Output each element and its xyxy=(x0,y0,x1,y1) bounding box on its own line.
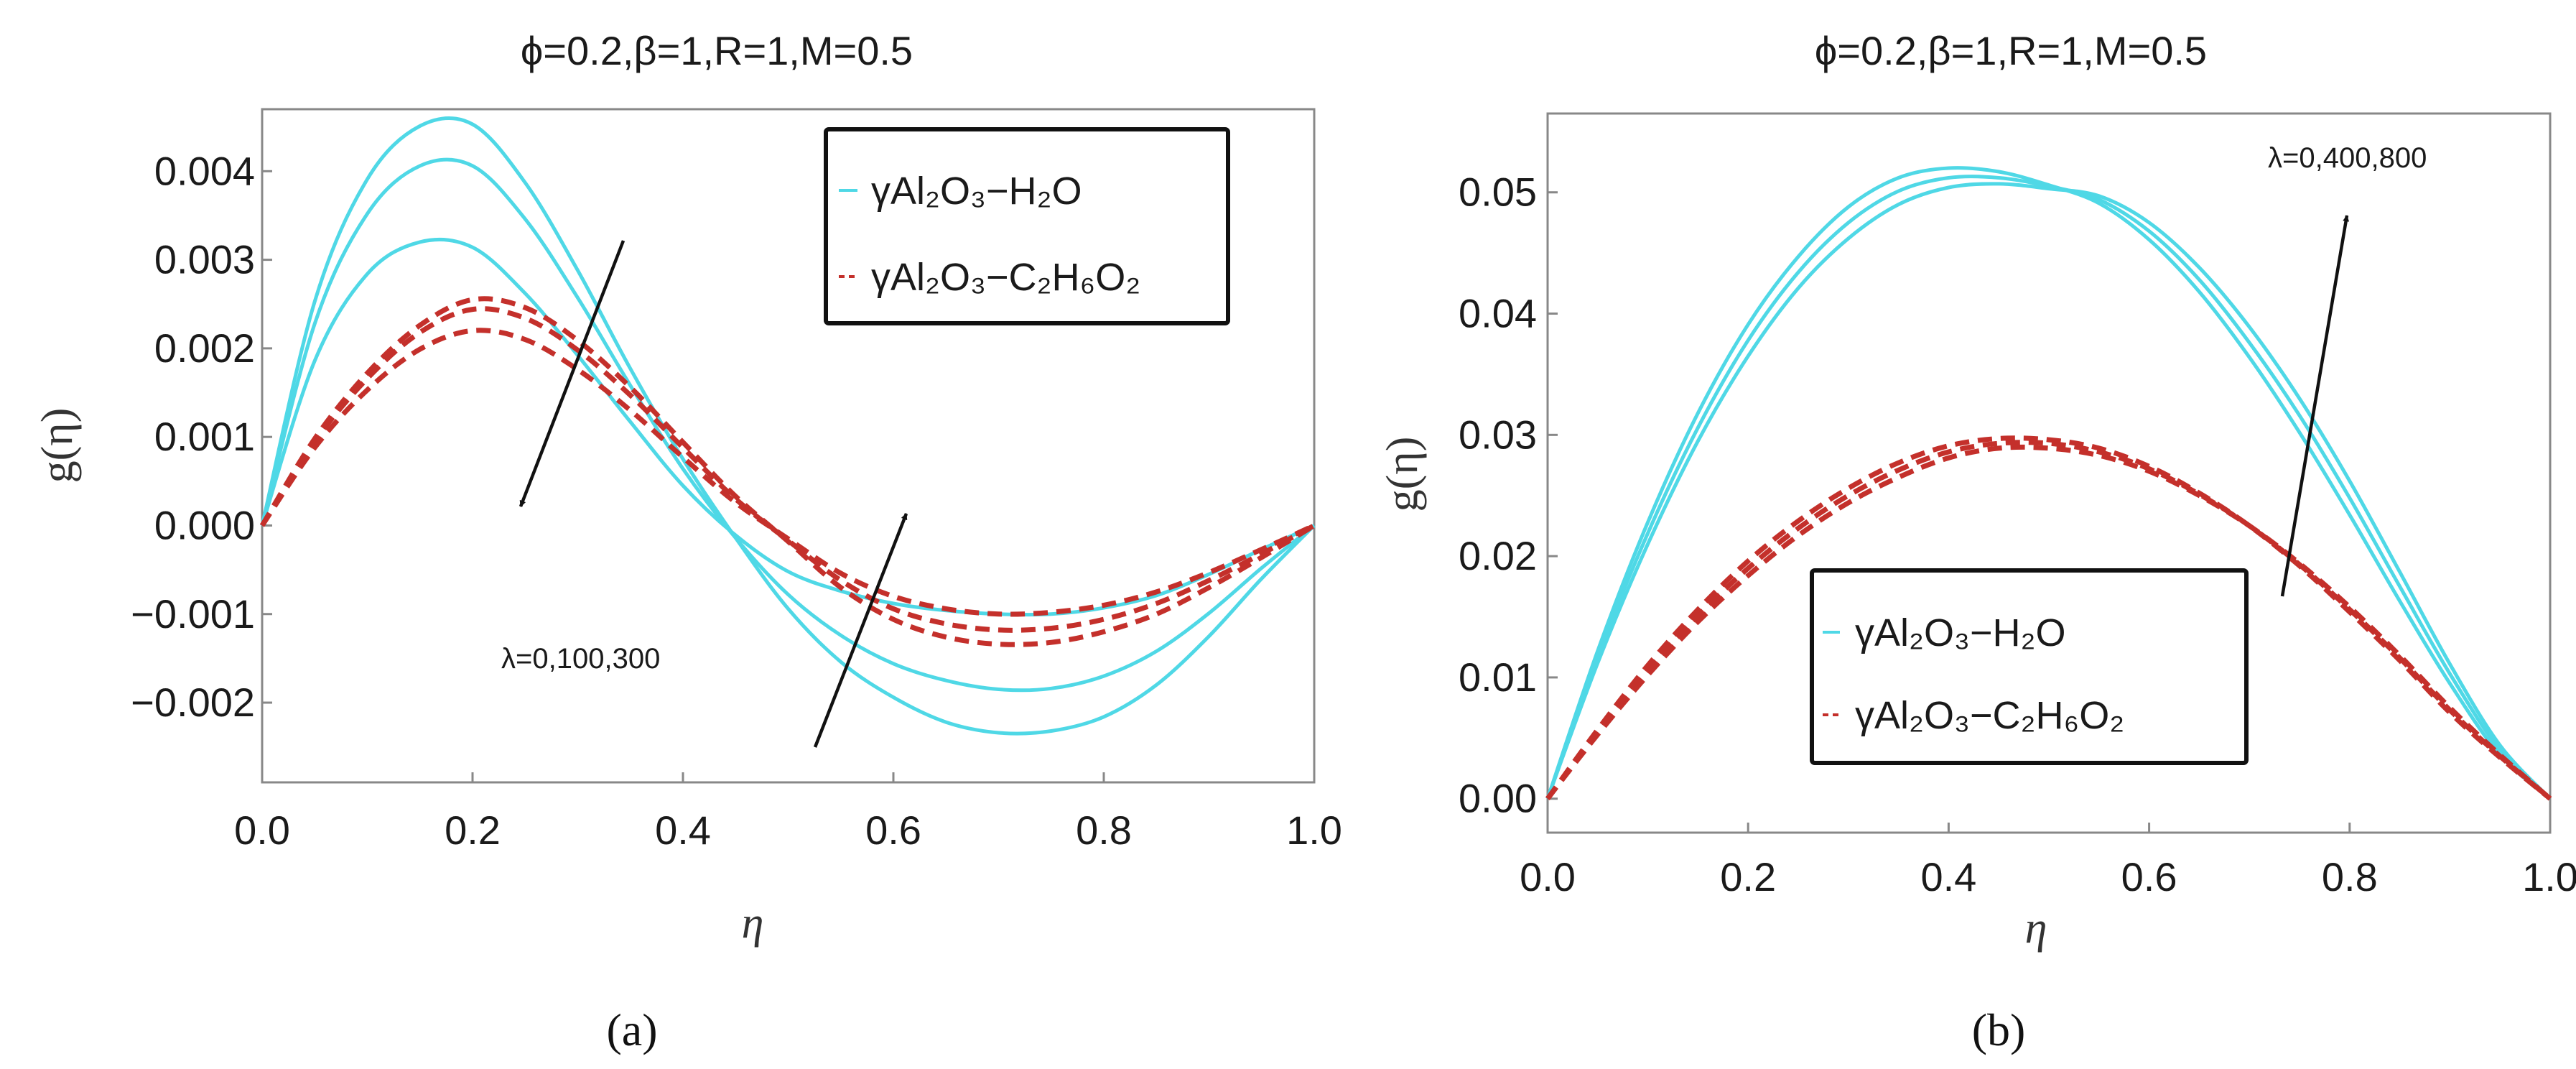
plot-frame xyxy=(261,108,1316,784)
y-tick-label: 0.03 xyxy=(1459,412,1537,457)
series-line xyxy=(1545,435,2552,801)
y-tick-label: 0.04 xyxy=(1459,291,1537,336)
legend-box xyxy=(824,127,1230,325)
trend-arrow-down xyxy=(519,240,626,507)
x-tick-label: 0.6 xyxy=(2121,854,2177,899)
series-line xyxy=(1545,166,2552,800)
lambda-annotation: λ=0,400,800 xyxy=(2268,142,2427,174)
y-tick-label: 0.000 xyxy=(154,502,255,547)
legend-label-h2o: γAl₂O₃−H₂O xyxy=(871,170,1082,213)
y-tick-label: 0.02 xyxy=(1459,533,1537,578)
x-tick-label: 0.4 xyxy=(655,807,711,853)
y-tick-label: 0.002 xyxy=(154,325,255,371)
trend-arrow-up xyxy=(813,513,908,748)
series-group xyxy=(1545,166,2552,801)
series-line xyxy=(260,328,1316,617)
x-axis: 0.0 0.2 0.4 0.6 0.8 1.0 xyxy=(234,772,1342,853)
y-tick-label: −0.002 xyxy=(131,680,255,725)
x-tick-label: 0.0 xyxy=(234,807,290,853)
x-tick-label: 0.0 xyxy=(1520,854,1576,899)
panel-a: ϕ=0.2,β=1,R=1,M=0.5 −0.002 −0.001 0.000 0.0… xyxy=(33,28,1342,1055)
x-tick-label: 0.8 xyxy=(1076,807,1132,853)
x-axis-label: η xyxy=(742,899,764,948)
y-axis: −0.002 −0.001 0.000 0.001 0.002 0.003 0.004 xyxy=(131,148,272,725)
series-line xyxy=(1545,182,2552,800)
legend: γAl₂O₃−H₂O γAl₂O₃−C₂H₆O₂ xyxy=(824,127,1230,325)
x-tick-label: 1.0 xyxy=(2522,854,2576,899)
series-line xyxy=(260,237,1316,617)
x-tick-label: 0.2 xyxy=(1720,854,1776,899)
legend-label-c2h6o2: γAl₂O₃−C₂H₆O₂ xyxy=(871,256,1140,299)
panel-b: ϕ=0.2,β=1,R=1,M=0.5 0.00 0.01 0.02 0.03 0.04… xyxy=(1378,28,2576,1055)
y-axis: 0.00 0.01 0.02 0.03 0.04 0.05 xyxy=(1459,170,1558,821)
chart-title: ϕ=0.2,β=1,R=1,M=0.5 xyxy=(521,28,913,73)
y-tick-label: −0.001 xyxy=(131,591,255,637)
y-axis-label: g(η) xyxy=(1378,437,1427,512)
y-tick-label: 0.05 xyxy=(1459,170,1537,215)
y-tick-label: 0.00 xyxy=(1459,776,1537,821)
legend-label-c2h6o2: γAl₂O₃−C₂H₆O₂ xyxy=(1855,694,2124,737)
y-tick-label: 0.004 xyxy=(154,148,255,193)
series-line xyxy=(260,157,1316,693)
series-line xyxy=(260,306,1316,633)
series-line xyxy=(1545,440,2552,801)
series-group xyxy=(260,116,1316,736)
plot-frame xyxy=(1546,112,2552,834)
x-tick-label: 0.8 xyxy=(2322,854,2378,899)
legend-box xyxy=(1810,568,2249,765)
x-tick-label: 0.6 xyxy=(865,807,921,853)
x-tick-label: 1.0 xyxy=(1286,807,1342,853)
legend: γAl₂O₃−H₂O γAl₂O₃−C₂H₆O₂ xyxy=(1810,568,2249,765)
chart-title: ϕ=0.2,β=1,R=1,M=0.5 xyxy=(1815,28,2207,73)
x-tick-label: 0.4 xyxy=(1920,854,1976,899)
x-axis: 0.0 0.2 0.4 0.6 0.8 1.0 xyxy=(1520,823,2576,899)
panel-label-a: (a) xyxy=(606,1004,657,1055)
y-tick-label: 0.003 xyxy=(154,237,255,282)
y-tick-label: 0.001 xyxy=(154,414,255,459)
y-axis-label: g(η) xyxy=(33,408,82,483)
y-tick-label: 0.01 xyxy=(1459,654,1537,700)
trend-arrow-up xyxy=(2280,215,2350,597)
lambda-annotation: λ=0,100,300 xyxy=(501,643,660,675)
legend-label-h2o: γAl₂O₃−H₂O xyxy=(1855,611,2065,654)
panel-label-b: (b) xyxy=(1972,1004,2026,1055)
x-axis-label: η xyxy=(2025,904,2047,953)
x-tick-label: 0.2 xyxy=(445,807,501,853)
